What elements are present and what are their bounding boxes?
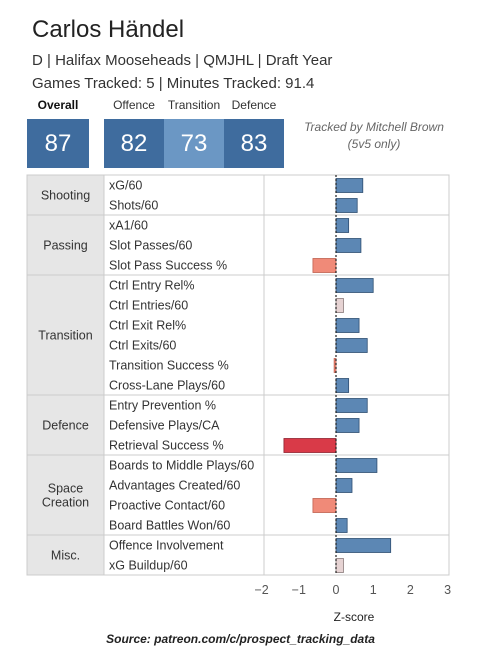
metric-bar: [335, 238, 362, 253]
x-tick-label: 3: [444, 583, 451, 597]
metric-label: Slot Pass Success %: [109, 259, 227, 273]
category-cell: [27, 275, 104, 395]
category-cell: [27, 535, 104, 575]
metric-label: xA1/60: [109, 219, 148, 233]
x-tick-label: −2: [254, 583, 268, 597]
offence-score-label: Offence: [113, 98, 155, 112]
metric-label: Ctrl Exit Rel%: [109, 319, 186, 333]
metric-bar: [335, 298, 344, 313]
overall-score-box: 87: [27, 119, 89, 168]
metric-bar: [335, 558, 344, 573]
metric-bar: [312, 258, 337, 273]
x-tick-label: 0: [333, 583, 340, 597]
category-label: Shooting: [41, 189, 90, 203]
category-label: Space: [48, 482, 83, 496]
metric-bar: [335, 338, 368, 353]
category-label: Passing: [43, 239, 88, 253]
metric-bar: [335, 278, 374, 293]
metric-label: Transition Success %: [109, 359, 229, 373]
metric-bar: [335, 178, 364, 193]
x-tick-label: −1: [292, 583, 306, 597]
metric-label: Proactive Contact/60: [109, 499, 225, 513]
category-label: Misc.: [51, 549, 80, 563]
x-tick-label: 1: [370, 583, 377, 597]
metric-bar: [335, 198, 358, 213]
offence-score-box: 82: [104, 119, 164, 168]
metric-bar: [335, 518, 348, 533]
metric-label: Offence Involvement: [109, 539, 224, 553]
metric-bar: [335, 538, 392, 553]
metric-label: Shots/60: [109, 199, 158, 213]
overall-score-label: Overall: [37, 98, 79, 112]
category-cell: [27, 395, 104, 455]
transition-score-label: Transition: [167, 98, 221, 112]
metric-label: Ctrl Exits/60: [109, 339, 176, 353]
metric-bar: [335, 418, 360, 433]
metric-label: Boards to Middle Plays/60: [109, 459, 254, 473]
category-cell: [27, 455, 104, 535]
metric-label: xG Buildup/60: [109, 559, 188, 573]
player-name: Carlos Händel: [32, 16, 185, 43]
tracking-info: Games Tracked: 5 | Minutes Tracked: 91.4: [32, 75, 315, 92]
metric-bar: [335, 218, 350, 233]
category-cell: [27, 175, 104, 215]
metric-bar: [335, 318, 360, 333]
metric-bar: [335, 458, 378, 473]
metric-label: Cross-Lane Plays/60: [109, 379, 225, 393]
metric-bar: [335, 378, 350, 393]
metric-bar: [335, 398, 368, 413]
defence-score-label: Defence: [231, 98, 277, 112]
metric-label: Retrieval Success %: [109, 439, 224, 453]
source-note: Source: patreon.com/c/prospect_tracking_…: [106, 632, 375, 646]
metric-label: Slot Passes/60: [109, 239, 192, 253]
metric-label: Board Battles Won/60: [109, 519, 230, 533]
table-frame: [26, 174, 450, 576]
metric-label: Ctrl Entries/60: [109, 299, 188, 313]
metric-label: Defensive Plays/CA: [109, 419, 220, 433]
metric-label: Ctrl Entry Rel%: [109, 279, 194, 293]
metric-bar: [335, 478, 353, 493]
category-cell: [27, 215, 104, 275]
metric-bar: [333, 358, 337, 373]
metric-bar: [312, 498, 337, 513]
x-axis-title: Z-score: [334, 610, 375, 624]
category-label: Creation: [42, 496, 89, 510]
x-tick-label: 2: [407, 583, 414, 597]
category-label: Defence: [42, 419, 89, 433]
metric-label: Entry Prevention %: [109, 399, 216, 413]
metric-label: Advantages Created/60: [109, 479, 240, 493]
player-info: D | Halifax Mooseheads | QMJHL | Draft Y…: [32, 52, 333, 69]
defence-score-box: 83: [224, 119, 284, 168]
transition-score-box: 73: [164, 119, 224, 168]
metric-label: xG/60: [109, 179, 142, 193]
tracker-credit: Tracked by Mitchell Brown (5v5 only): [304, 120, 444, 151]
metric-bar: [283, 438, 337, 453]
category-label: Transition: [38, 329, 92, 343]
